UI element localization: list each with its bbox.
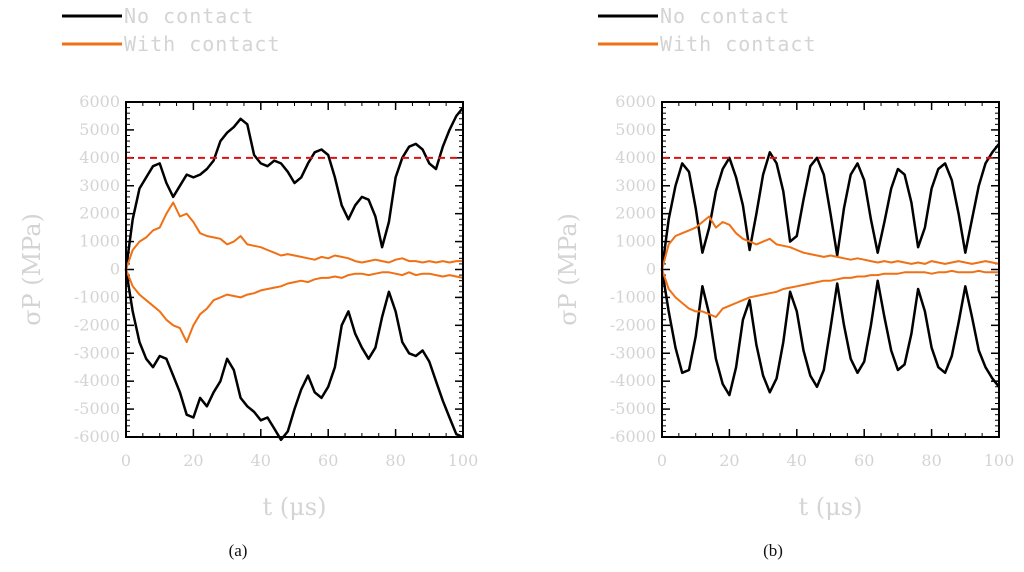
y-tick-label: -4000	[610, 371, 656, 390]
x-axis-label: t (μs)	[799, 493, 863, 521]
y-tick-label: 6000	[615, 92, 656, 111]
x-tick-label: 100	[984, 451, 1015, 470]
series-layer	[124, 106, 464, 442]
x-tick-labels: 0 20 40 60 80 100	[657, 451, 1014, 470]
y-tick-label: -1000	[610, 287, 656, 306]
panel-label-a: (a)	[229, 541, 248, 560]
legend-label-with-contact: With contact	[660, 32, 817, 56]
x-axis-label: t (μs)	[263, 493, 327, 521]
series-line-no-contact-lower	[660, 269, 1000, 397]
y-tick-label: -4000	[74, 371, 120, 390]
y-tick-label: 2000	[79, 204, 120, 223]
y-tick-label: -3000	[610, 343, 656, 362]
series-line-with-contact-lower	[125, 269, 464, 344]
y-tick-labels: 6000 5000 4000 3000 2000 1000 0 -1000 -2000 -3000…	[610, 92, 656, 446]
series-layer	[660, 143, 1000, 397]
y-tick-label: 2000	[615, 204, 656, 223]
series-line-no-contact-lower	[124, 269, 464, 442]
legend-label-with-contact: With contact	[124, 32, 281, 56]
y-tick-label: 4000	[79, 148, 120, 167]
plot-frame	[125, 101, 464, 438]
y-tick-label: -6000	[610, 427, 656, 446]
chart-panel-a: No contact With contact 6000500040003000…	[18, 4, 478, 560]
y-tick-label: 5000	[79, 120, 120, 139]
x-tick-label: 100	[448, 451, 479, 470]
legend-label-no-contact: No contact	[124, 4, 254, 28]
y-tick-label: 4000	[615, 148, 656, 167]
y-tick-label: 1000	[79, 232, 120, 251]
y-tick-label: -2000	[74, 315, 120, 334]
plot-frame	[661, 101, 1000, 438]
x-tick-label: 60	[318, 451, 338, 470]
y-tick-label: 0	[646, 260, 656, 279]
tick-marks	[661, 101, 1000, 438]
y-tick-label: -3000	[74, 343, 120, 362]
y-tick-label: 5000	[615, 120, 656, 139]
x-tick-labels: 0 20 40 60 80 100	[121, 451, 478, 470]
x-tick-label: 40	[251, 451, 271, 470]
x-tick-label: 20	[183, 451, 203, 470]
y-tick-label: -1000	[74, 287, 120, 306]
x-tick-label: 80	[385, 451, 405, 470]
y-tick-label: -2000	[610, 315, 656, 334]
series-line-with-contact-upper	[661, 215, 1000, 270]
panel-label-b: (b)	[763, 541, 783, 560]
legend: No contact With contact	[598, 4, 817, 56]
y-axis-label: σP (MPa)	[554, 213, 582, 326]
y-tick-label: 3000	[615, 176, 656, 195]
series-line-with-contact-upper	[125, 201, 463, 270]
y-tick-label: 0	[110, 260, 120, 279]
y-tick-label: 1000	[615, 232, 656, 251]
series-line-with-contact-lower	[661, 269, 999, 318]
y-axis-label: σP (MPa)	[18, 213, 46, 326]
y-tick-label: 3000	[79, 176, 120, 195]
x-tick-label: 40	[787, 451, 807, 470]
y-tick-labels: 6000 5000 4000 3000 2000 1000 0 -1000 -2000 -3000…	[74, 92, 120, 446]
legend: No contact With contact	[62, 4, 281, 56]
series-line-no-contact-upper	[124, 106, 464, 270]
x-tick-label: 0	[121, 451, 131, 470]
y-tick-label: -5000	[610, 399, 656, 418]
y-tick-label: -5000	[74, 399, 120, 418]
x-tick-label: 60	[854, 451, 874, 470]
chart-panel-b: No contact With contact 6000500040003000…	[554, 4, 1014, 560]
legend-label-no-contact: No contact	[660, 4, 790, 28]
x-tick-label: 80	[921, 451, 941, 470]
y-tick-label: -6000	[74, 427, 120, 446]
y-tick-label: 6000	[79, 92, 120, 111]
x-tick-label: 0	[657, 451, 667, 470]
series-line-no-contact-upper	[660, 143, 1000, 270]
x-tick-label: 20	[719, 451, 739, 470]
